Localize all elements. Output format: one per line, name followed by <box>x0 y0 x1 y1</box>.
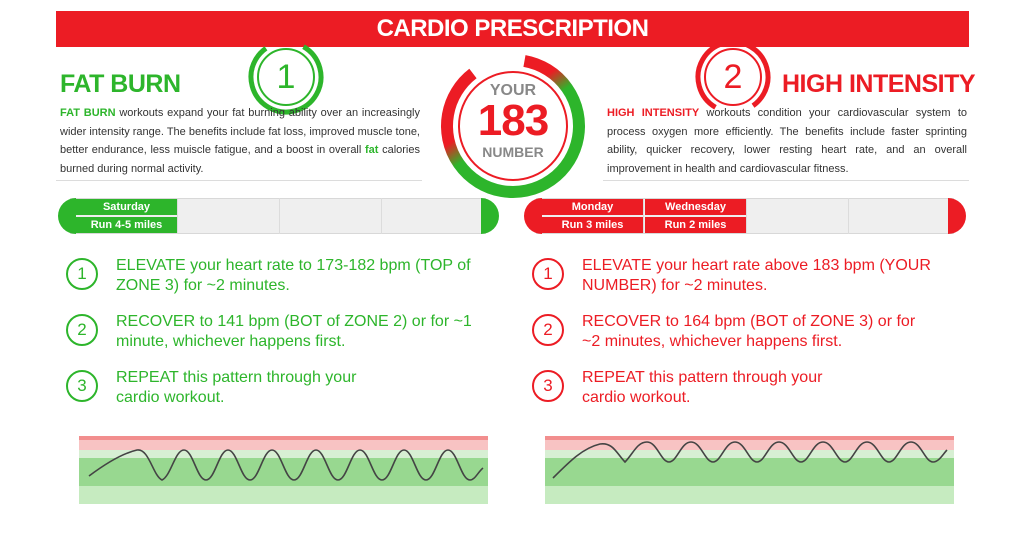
step-number-icon: 1 <box>532 258 564 290</box>
schedule-right-cap-icon <box>948 198 966 234</box>
schedule-cell-empty <box>849 198 949 234</box>
high-intensity-heart-rate-wave <box>545 436 954 504</box>
gauge-number: 183 <box>477 96 549 145</box>
high-intensity-schedule: Monday Run 3 miles Wednesday Run 2 miles <box>522 198 968 234</box>
fat-burn-desc-fat: fat <box>364 144 379 156</box>
schedule-left-cap-icon <box>58 198 76 234</box>
step-number-icon: 1 <box>66 258 98 290</box>
step-number-icon: 2 <box>66 314 98 346</box>
gauge-number-label: NUMBER <box>482 144 544 160</box>
schedule-day: Monday <box>542 199 643 215</box>
step-text: REPEAT this pattern through your cardio … <box>582 369 823 406</box>
left-divider <box>56 180 422 181</box>
gauge-ring-icon <box>441 54 585 198</box>
right-divider <box>603 180 969 181</box>
schedule-cell-empty <box>178 198 280 234</box>
schedule-day: Saturday <box>76 199 177 215</box>
fat-burn-badge-number: 1 <box>276 58 296 96</box>
schedule-cell-wednesday: Wednesday Run 2 miles <box>645 198 747 234</box>
schedule-right-cap-icon <box>481 198 499 234</box>
schedule-left-cap-icon <box>524 198 542 234</box>
your-number-gauge: YOUR 183 NUMBER <box>439 52 587 200</box>
step-number-icon: 3 <box>66 370 98 402</box>
fat-burn-description: FAT BURN workouts expand your fat burnin… <box>60 104 420 178</box>
red-ring-icon <box>695 39 771 115</box>
fat-burn-desc-lead: FAT BURN <box>60 107 116 119</box>
schedule-activity: Run 3 miles <box>542 217 643 233</box>
schedule-day: Wednesday <box>645 199 746 215</box>
fat-burn-desc-part1: workouts expand your fat burning ability… <box>60 107 420 156</box>
step-number-icon: 2 <box>532 314 564 346</box>
schedule-cell-empty <box>280 198 382 234</box>
high-intensity-description: HIGH INTENSITY workouts condition your c… <box>607 104 967 178</box>
step-text: ELEVATE your heart rate above 183 bpm (Y… <box>582 257 931 294</box>
schedule-activity: Run 4-5 miles <box>76 217 177 233</box>
high-intensity-badge: 2 <box>694 38 772 116</box>
schedule-cell-saturday: Saturday Run 4-5 miles <box>76 198 178 234</box>
high-intensity-title: HIGH INTENSITY <box>782 70 976 98</box>
step-text: RECOVER to 164 bpm (BOT of ZONE 3) or fo… <box>582 313 916 350</box>
step-text: ELEVATE your heart rate to 173-182 bpm (… <box>116 257 471 294</box>
step-text: RECOVER to 141 bpm (BOT of ZONE 2) or fo… <box>116 313 472 350</box>
fat-burn-desc-part2: calories burned during normal activity. <box>60 144 420 175</box>
banner-title: CARDIO PRESCRIPTION <box>56 11 969 47</box>
step-number-icon: 3 <box>532 370 564 402</box>
schedule-activity: Run 2 miles <box>645 217 746 233</box>
green-ring-icon <box>248 39 324 115</box>
gauge-your-label: YOUR <box>489 82 537 99</box>
fat-burn-badge: 1 <box>247 38 325 116</box>
schedule-cell-empty <box>382 198 482 234</box>
fat-burn-schedule: Saturday Run 4-5 miles <box>56 198 501 234</box>
fat-burn-heart-rate-wave <box>79 436 488 504</box>
fat-burn-title: FAT BURN <box>60 70 181 98</box>
high-intensity-badge-number: 2 <box>723 58 743 96</box>
high-intensity-desc-lead: HIGH INTENSITY <box>607 107 700 119</box>
step-text: REPEAT this pattern through your cardio … <box>116 369 357 406</box>
schedule-cell-empty <box>747 198 849 234</box>
high-intensity-desc-part1: workouts condition your cardiovascular s… <box>607 107 967 175</box>
schedule-cell-monday: Monday Run 3 miles <box>542 198 644 234</box>
